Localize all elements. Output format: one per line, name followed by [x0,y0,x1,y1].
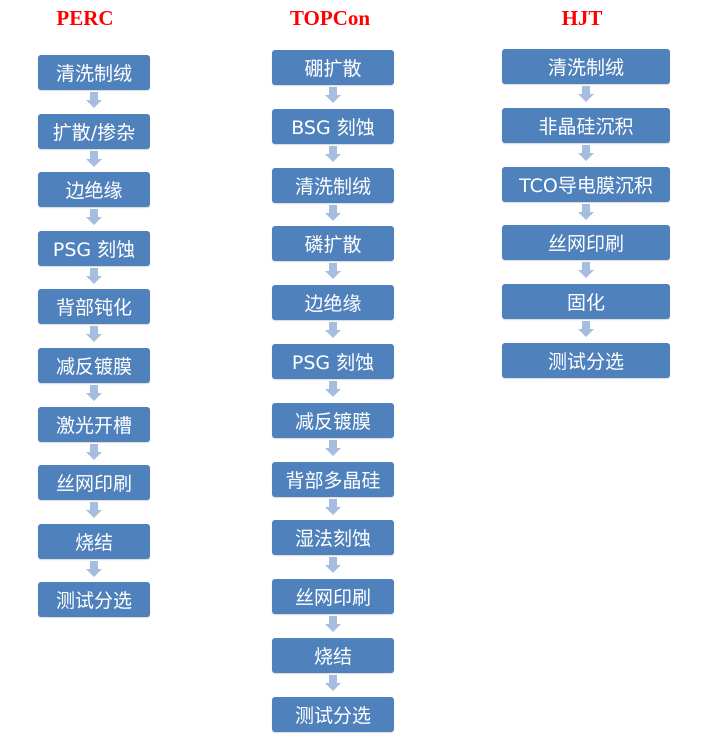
process-step: 丝网印刷 [502,225,670,261]
down-arrow-icon [578,144,594,161]
down-arrow-icon [86,385,102,401]
process-step: 减反镀膜 [38,348,150,383]
down-arrow-icon [86,92,102,108]
column-title: PERC [56,6,114,30]
down-arrow-icon [86,326,102,343]
down-arrow-icon [325,145,341,162]
down-arrow-icon [325,557,341,574]
down-arrow-icon [325,263,341,280]
process-step: 丝网印刷 [272,579,394,615]
process-step: 测试分选 [502,343,670,378]
down-arrow-icon [86,150,102,167]
down-arrow-icon [325,204,341,221]
process-step: 烧结 [272,638,394,673]
down-arrow-icon [86,560,102,577]
down-arrow-icon [86,443,102,460]
down-arrow-icon [325,87,341,103]
process-step: 测试分选 [38,582,150,618]
process-step: 清洗制绒 [38,55,150,90]
down-arrow-icon [325,381,341,397]
process-step: 固化 [502,284,670,320]
process-step: 非晶硅沉积 [502,107,670,143]
down-arrow-icon [86,267,102,284]
process-step: 边绝缘 [272,285,394,321]
process-step: 硼扩散 [272,50,394,85]
process-step: 清洗制绒 [502,49,670,84]
process-step: 减反镀膜 [272,402,394,438]
process-step: 边绝缘 [38,172,150,208]
process-step: 湿法刻蚀 [272,520,394,556]
down-arrow-icon [325,675,341,691]
process-step: 背部多晶硅 [272,461,394,497]
process-step: 丝网印刷 [38,465,150,501]
down-arrow-icon [578,262,594,279]
down-arrow-icon [86,209,102,226]
process-step: 测试分选 [272,696,394,732]
process-step: PSG 刻蚀 [272,344,394,379]
process-step: TCO导电膜沉积 [502,166,670,202]
down-arrow-icon [86,502,102,519]
column-title: TOPCon [289,6,371,30]
process-step: 背部钝化 [38,289,150,325]
process-step: 扩散/掺杂 [38,113,150,149]
column-title: HJT [561,6,603,30]
process-step: 清洗制绒 [272,167,394,203]
down-arrow-icon [578,203,594,220]
process-step: 烧结 [38,523,150,559]
down-arrow-icon [578,321,594,338]
down-arrow-icon [325,498,341,515]
down-arrow-icon [325,439,341,456]
process-step: BSG 刻蚀 [272,108,394,144]
down-arrow-icon [325,322,341,339]
process-step: PSG 刻蚀 [38,230,150,266]
process-step: 磷扩散 [272,226,394,262]
down-arrow-icon [578,86,594,102]
down-arrow-icon [325,616,341,633]
process-step: 激光开槽 [38,406,150,442]
